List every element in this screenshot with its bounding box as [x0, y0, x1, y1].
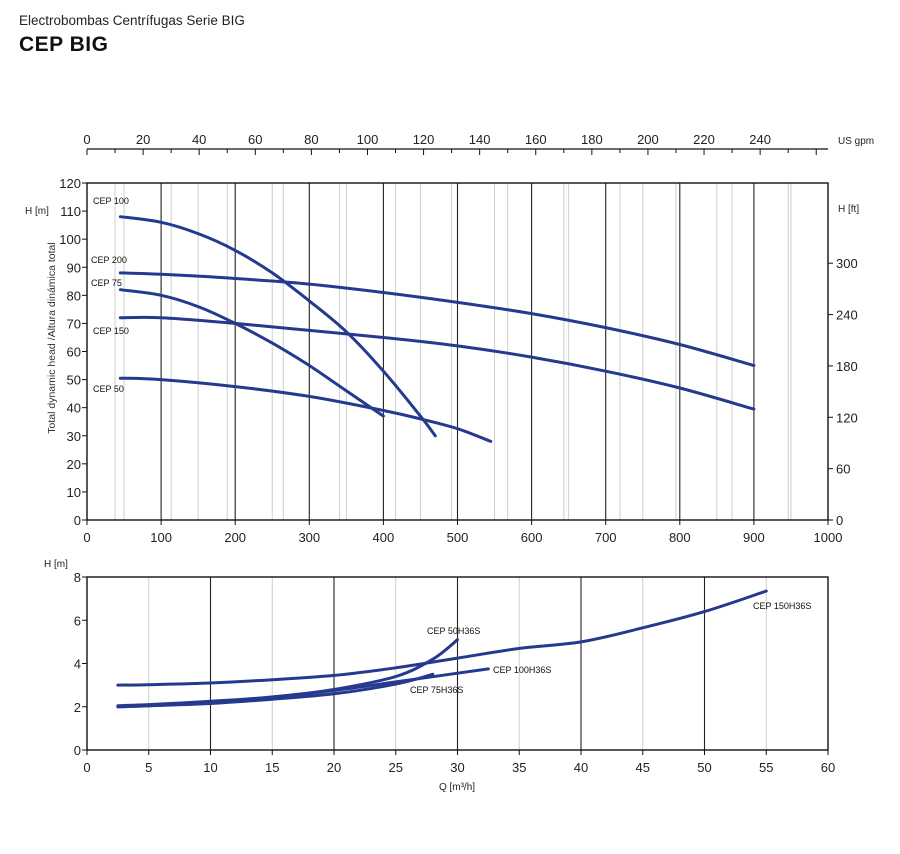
x-tick-label: 25	[389, 760, 403, 775]
top-axis-tick-label: 160	[525, 132, 547, 147]
y-axis-unit: H [m]	[44, 559, 68, 570]
x-tick-label: 500	[447, 530, 469, 545]
series-label: CEP 100H36S	[493, 665, 551, 675]
top-axis-tick-label: 60	[248, 132, 262, 147]
x-axis-label: Q [m³/h]	[439, 782, 475, 793]
top-axis-tick-label: 40	[192, 132, 206, 147]
chart-subtitle: Electrobombas Centrífugas Serie BIG	[19, 13, 245, 28]
top-axis-tick-label: 20	[136, 132, 150, 147]
y-tick-label: 4	[74, 657, 81, 672]
top-axis-tick-label: 220	[693, 132, 715, 147]
y-tick-label: 2	[74, 700, 81, 715]
y-tick-label: 0	[74, 513, 81, 528]
series-line	[116, 589, 768, 687]
right-axis-tick-label: 300	[836, 256, 858, 271]
right-axis-tick-label: 120	[836, 410, 858, 425]
y-tick-label: 70	[67, 316, 81, 331]
y-tick-label: 50	[67, 373, 81, 388]
right-axis-tick-label: 180	[836, 359, 858, 374]
series-line	[118, 271, 756, 367]
series-label: CEP 200	[91, 255, 127, 265]
series-line	[116, 672, 435, 709]
x-tick-label: 100	[150, 530, 172, 545]
x-tick-label: 700	[595, 530, 617, 545]
x-tick-label: 600	[521, 530, 543, 545]
series-label: CEP 100	[93, 196, 129, 206]
x-tick-label: 40	[574, 760, 588, 775]
top-axis-unit: US gpm	[838, 136, 874, 147]
x-tick-label: 10	[203, 760, 217, 775]
series-label: CEP 150H36S	[753, 601, 811, 611]
y-tick-label: 8	[74, 570, 81, 585]
top-axis-tick-label: 120	[413, 132, 435, 147]
right-axis-tick-label: 0	[836, 513, 843, 528]
y-axis-label: Total dynamic head /Altura dinámica tota…	[46, 242, 58, 433]
series-line	[118, 376, 493, 443]
series-label: CEP 50H36S	[427, 626, 480, 636]
right-axis-unit: H [ft]	[838, 204, 859, 215]
x-tick-label: 900	[743, 530, 765, 545]
x-tick-label: 5	[145, 760, 152, 775]
right-axis-tick-label: 60	[836, 462, 850, 477]
series-label: CEP 50	[93, 384, 124, 394]
top-axis-tick-label: 0	[83, 132, 90, 147]
x-tick-label: 15	[265, 760, 279, 775]
y-tick-label: 6	[74, 613, 81, 628]
y-tick-label: 60	[67, 345, 81, 360]
y-tick-label: 90	[67, 260, 81, 275]
top-axis-tick-label: 240	[749, 132, 771, 147]
x-tick-label: 0	[83, 530, 90, 545]
x-tick-label: 1000	[814, 530, 843, 545]
x-tick-label: 50	[697, 760, 711, 775]
x-tick-label: 300	[298, 530, 320, 545]
x-tick-label: 35	[512, 760, 526, 775]
x-tick-label: 55	[759, 760, 773, 775]
y-tick-label: 0	[74, 743, 81, 758]
y-axis-unit: H [m]	[25, 206, 49, 217]
right-axis-tick-label: 240	[836, 308, 858, 323]
series-line	[118, 288, 385, 418]
x-tick-label: 45	[636, 760, 650, 775]
y-tick-label: 110	[60, 204, 81, 219]
top-axis-tick-label: 100	[357, 132, 379, 147]
x-tick-label: 800	[669, 530, 691, 545]
series-label: CEP 150	[93, 326, 129, 336]
chart-title: CEP BIG	[19, 33, 109, 56]
x-tick-label: 20	[327, 760, 341, 775]
x-tick-label: 60	[821, 760, 835, 775]
y-tick-label: 30	[67, 429, 81, 444]
y-tick-label: 40	[67, 401, 81, 416]
x-tick-label: 200	[224, 530, 246, 545]
x-tick-label: 400	[373, 530, 395, 545]
top-axis-tick-label: 80	[304, 132, 318, 147]
x-tick-label: 30	[450, 760, 464, 775]
top-axis-tick-label: 180	[581, 132, 603, 147]
y-tick-label: 10	[67, 485, 81, 500]
y-tick-label: 20	[67, 457, 81, 472]
top-axis-tick-label: 200	[637, 132, 659, 147]
series-line	[118, 315, 756, 411]
series-label: CEP 75H36S	[410, 685, 463, 695]
x-tick-label: 0	[83, 760, 90, 775]
y-tick-label: 80	[67, 288, 81, 303]
series-label: CEP 75	[91, 278, 122, 288]
y-tick-label: 100	[59, 232, 81, 247]
series-line	[118, 215, 437, 438]
y-tick-label: 120	[59, 176, 81, 191]
top-axis-tick-label: 140	[469, 132, 491, 147]
